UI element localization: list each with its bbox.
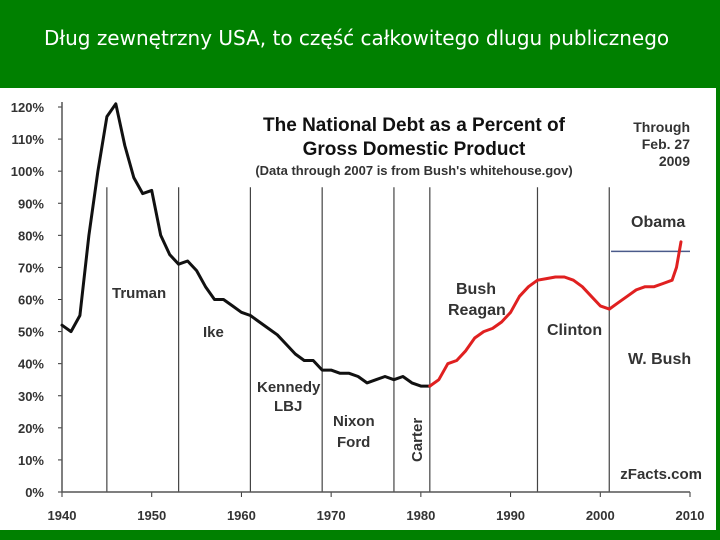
source-label: zFacts.com (620, 466, 702, 483)
bottom-strip (0, 530, 720, 540)
series-layer (60, 102, 683, 388)
y-tick-label: 100% (11, 164, 45, 179)
chart-frame: 0% 10% 20% 30% 40% 50% 60% 70% 80% 90% 100% 110% 120… (0, 88, 716, 534)
chart-title-line-1: The National Debt as a Percent of (263, 115, 566, 136)
x-tick-label: 1950 (137, 508, 166, 523)
slide-title: Dług zewnętrzny USA, to część całkowiteg… (44, 26, 670, 50)
label-reagan: Reagan (448, 302, 506, 319)
through-note-line-2: Feb. 27 (642, 136, 690, 152)
axes: 0% 10% 20% 30% 40% 50% 60% 70% 80% 90% 100% 110% 120… (11, 100, 705, 523)
y-tick-label: 90% (18, 196, 44, 211)
y-tick-label: 80% (18, 228, 44, 243)
presidency-lines (106, 187, 690, 492)
through-note-line-1: Through (633, 119, 690, 135)
x-tick-label: 2010 (676, 508, 705, 523)
x-tick-label: 1980 (406, 508, 435, 523)
chart-subtitle: (Data through 2007 is from Bush's whiteh… (255, 163, 572, 178)
label-bush: Bush (456, 281, 496, 298)
y-tick-label: 60% (18, 293, 44, 308)
y-tick-label: 120% (11, 100, 45, 115)
y-tick-label: 30% (18, 389, 44, 404)
label-ford: Ford (337, 434, 370, 451)
y-tick-label: 10% (18, 453, 44, 468)
y-tick-label: 50% (18, 325, 44, 340)
label-wbush: W. Bush (628, 351, 691, 368)
y-tick-label: 110% (11, 132, 44, 147)
through-note-line-3: 2009 (659, 153, 690, 169)
chart-title-line-2: Gross Domestic Product (303, 139, 526, 160)
label-kennedy: Kennedy (257, 379, 321, 396)
x-tick-label: 1990 (496, 508, 525, 523)
x-tick-label: 2000 (586, 508, 615, 523)
x-tick-label: 1960 (227, 508, 256, 523)
y-tick-label: 20% (18, 421, 44, 436)
y-tick-label: 0% (25, 485, 44, 500)
x-tick-label: 1970 (317, 508, 346, 523)
y-tick-label: 40% (18, 357, 44, 372)
label-ike: Ike (203, 324, 224, 341)
label-truman: Truman (112, 285, 166, 302)
x-tick-label: 1940 (48, 508, 77, 523)
y-tick-label: 70% (18, 260, 44, 275)
label-lbj: LBJ (274, 398, 302, 415)
label-clinton: Clinton (547, 322, 602, 339)
debt-chart: 0% 10% 20% 30% 40% 50% 60% 70% 80% 90% 100% 110% 120… (11, 100, 705, 523)
series-line-0 (60, 102, 432, 388)
series-line-1 (428, 240, 683, 388)
label-carter: Carter (409, 418, 426, 462)
label-obama: Obama (631, 214, 685, 231)
label-nixon: Nixon (333, 413, 375, 430)
